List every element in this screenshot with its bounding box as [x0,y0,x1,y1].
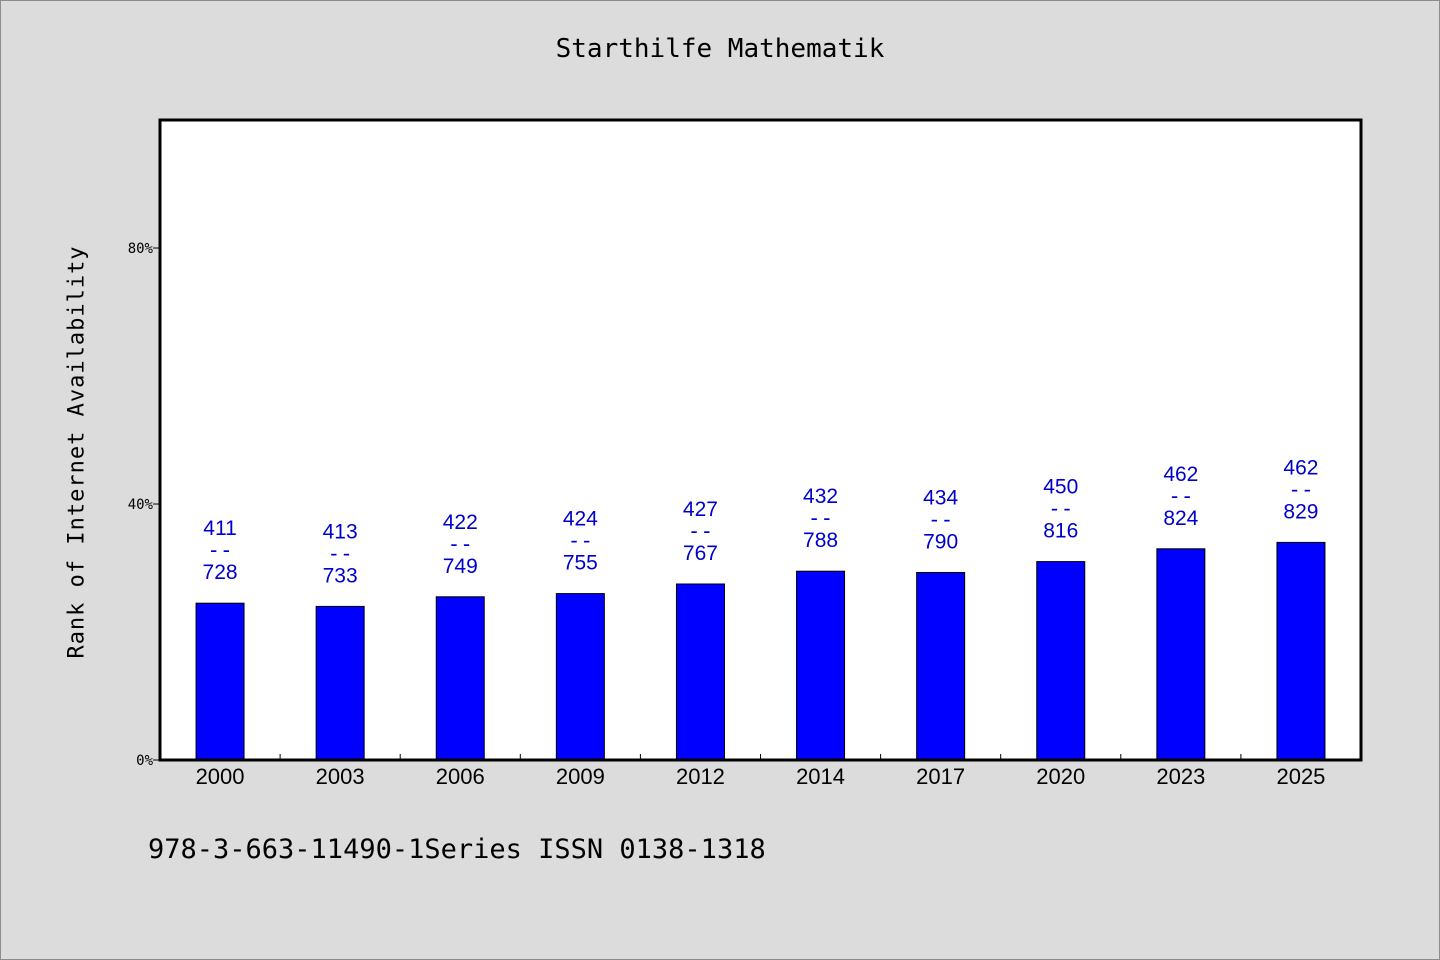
data-label-separator: -- [448,532,473,556]
x-tick-label: 2017 [916,764,965,789]
bar-2003 [315,605,365,761]
data-label-top: 434 [923,486,958,509]
data-label-bottom: 790 [923,530,958,553]
bar-2025 [1276,541,1326,761]
x-tick-label: 2023 [1156,764,1205,789]
bar-2020 [1036,561,1086,761]
data-label-bottom: 788 [803,529,838,552]
data-label-bottom: 755 [563,552,598,575]
x-tick-label: 2025 [1276,764,1325,789]
data-label-top: 432 [803,485,838,508]
data-label-top: 424 [563,508,598,531]
data-label-separator: -- [928,507,953,531]
data-label-bottom: 749 [443,555,478,578]
data-label-separator: -- [808,506,833,530]
bar-2012 [675,583,725,761]
plot-border [158,118,1363,762]
bar-2006 [435,596,485,761]
x-tick-label: 2012 [676,764,725,789]
x-tick-label: 2014 [796,764,845,789]
x-tick-label: 2020 [1036,764,1085,789]
data-label-top: 413 [323,520,358,543]
bar-2009 [555,593,605,761]
y-tick-label: 0% [136,753,153,769]
data-label-separator: -- [688,519,713,543]
data-label-bottom: 728 [203,561,238,584]
data-label-top: 427 [683,498,718,521]
data-label-top: 411 [203,517,236,540]
data-label-bottom: 733 [323,564,358,587]
data-label-top: 462 [1163,463,1198,486]
bar-2014 [796,570,846,761]
y-tick-label: 40% [128,497,154,513]
data-label-bottom: 829 [1283,500,1318,523]
data-label-bottom: 767 [683,542,718,565]
data-label-top: 422 [443,511,478,534]
data-label-bottom: 816 [1043,520,1078,543]
data-label-top: 450 [1043,476,1078,499]
data-label-separator: -- [1048,497,1073,521]
data-label-separator: -- [568,529,593,553]
data-label-top: 462 [1283,456,1318,479]
x-tick-label: 2006 [436,764,485,789]
bar-2017 [916,571,966,761]
bar-2000 [195,602,245,761]
data-label-separator: -- [1288,477,1313,501]
x-tick-label: 2009 [556,764,605,789]
data-label-separator: -- [207,538,232,562]
footer-text: 978-3-663-11490-1Series ISSN 0138-1318 [148,834,766,865]
x-tick-label: 2000 [196,764,245,789]
bar-2023 [1156,548,1206,761]
data-label-bottom: 824 [1163,507,1198,530]
y-tick-label: 80% [128,241,154,257]
x-tick-label: 2003 [316,764,365,789]
data-label-separator: -- [328,541,353,565]
data-label-separator: -- [1168,484,1193,508]
chart-title: Starthilfe Mathematik [555,34,885,64]
